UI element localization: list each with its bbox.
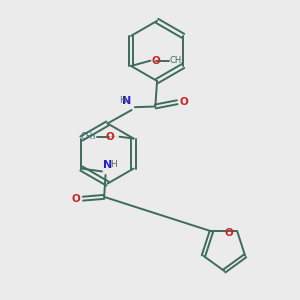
Text: O: O — [180, 97, 188, 107]
Text: N: N — [122, 96, 132, 106]
Text: O: O — [71, 194, 80, 204]
Text: CH₃: CH₃ — [169, 56, 185, 65]
Text: CH₃: CH₃ — [81, 132, 96, 141]
Text: O: O — [224, 228, 233, 238]
Text: H: H — [119, 96, 126, 105]
Text: H: H — [110, 160, 117, 169]
Text: methoxy: methoxy — [111, 136, 118, 137]
Text: N: N — [103, 160, 112, 170]
Text: O: O — [105, 132, 114, 142]
Text: O: O — [152, 56, 160, 66]
